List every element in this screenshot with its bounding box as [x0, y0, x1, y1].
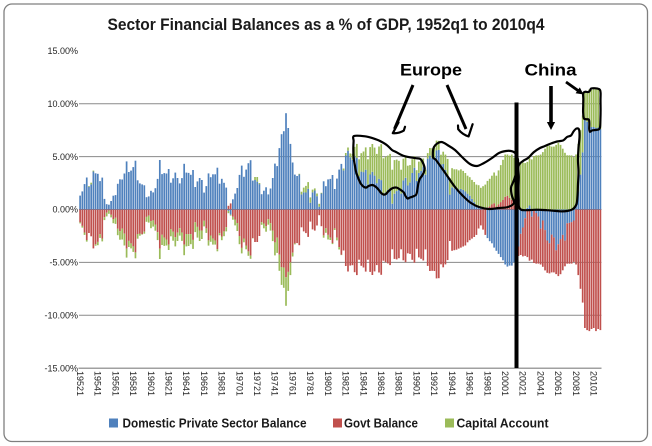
svg-text:19741: 19741	[270, 371, 280, 396]
svg-text:-5.00%: -5.00%	[49, 258, 78, 268]
svg-text:19901: 19901	[411, 371, 421, 396]
svg-text:Capital Account: Capital Account	[457, 416, 550, 431]
svg-text:19981: 19981	[482, 371, 492, 396]
svg-text:19621: 19621	[164, 371, 174, 396]
svg-text:20081: 20081	[571, 371, 581, 396]
svg-text:20041: 20041	[535, 371, 545, 396]
svg-text:20101: 20101	[589, 371, 599, 396]
svg-text:Domestic Private Sector Balanc: Domestic Private Sector Balance	[123, 416, 307, 431]
svg-text:19881: 19881	[394, 371, 404, 396]
svg-text:19861: 19861	[376, 371, 386, 396]
svg-text:Sector Financial Balances as a: Sector Financial Balances as a % of GDP,…	[108, 15, 545, 34]
svg-text:19761: 19761	[288, 371, 298, 396]
svg-text:-10.00%: -10.00%	[44, 311, 78, 321]
svg-text:20021: 20021	[518, 371, 528, 396]
svg-text:19821: 19821	[341, 371, 351, 396]
svg-text:19661: 19661	[199, 371, 209, 396]
svg-text:19681: 19681	[217, 371, 227, 396]
svg-text:Europe: Europe	[400, 61, 462, 79]
svg-text:19941: 19941	[447, 371, 457, 396]
svg-text:19581: 19581	[128, 371, 138, 396]
svg-text:19961: 19961	[465, 371, 475, 396]
svg-text:19721: 19721	[252, 371, 262, 396]
svg-text:0.00%: 0.00%	[52, 205, 78, 215]
svg-text:10.00%: 10.00%	[47, 99, 78, 109]
svg-text:Govt Balance: Govt Balance	[344, 416, 418, 431]
svg-text:19701: 19701	[234, 371, 244, 396]
svg-text:19601: 19601	[146, 371, 156, 396]
svg-text:19781: 19781	[305, 371, 315, 396]
svg-text:China: China	[525, 61, 578, 79]
svg-text:20001: 20001	[500, 371, 510, 396]
svg-text:19641: 19641	[181, 371, 191, 396]
svg-text:19541: 19541	[93, 371, 103, 396]
svg-text:19921: 19921	[429, 371, 439, 396]
svg-text:19561: 19561	[110, 371, 120, 396]
svg-text:19521: 19521	[75, 371, 85, 396]
svg-text:20061: 20061	[553, 371, 563, 396]
svg-text:-15.00%: -15.00%	[44, 363, 78, 373]
svg-text:19801: 19801	[323, 371, 333, 396]
svg-text:15.00%: 15.00%	[47, 46, 78, 56]
svg-text:5.00%: 5.00%	[52, 152, 78, 162]
svg-text:19841: 19841	[358, 371, 368, 396]
